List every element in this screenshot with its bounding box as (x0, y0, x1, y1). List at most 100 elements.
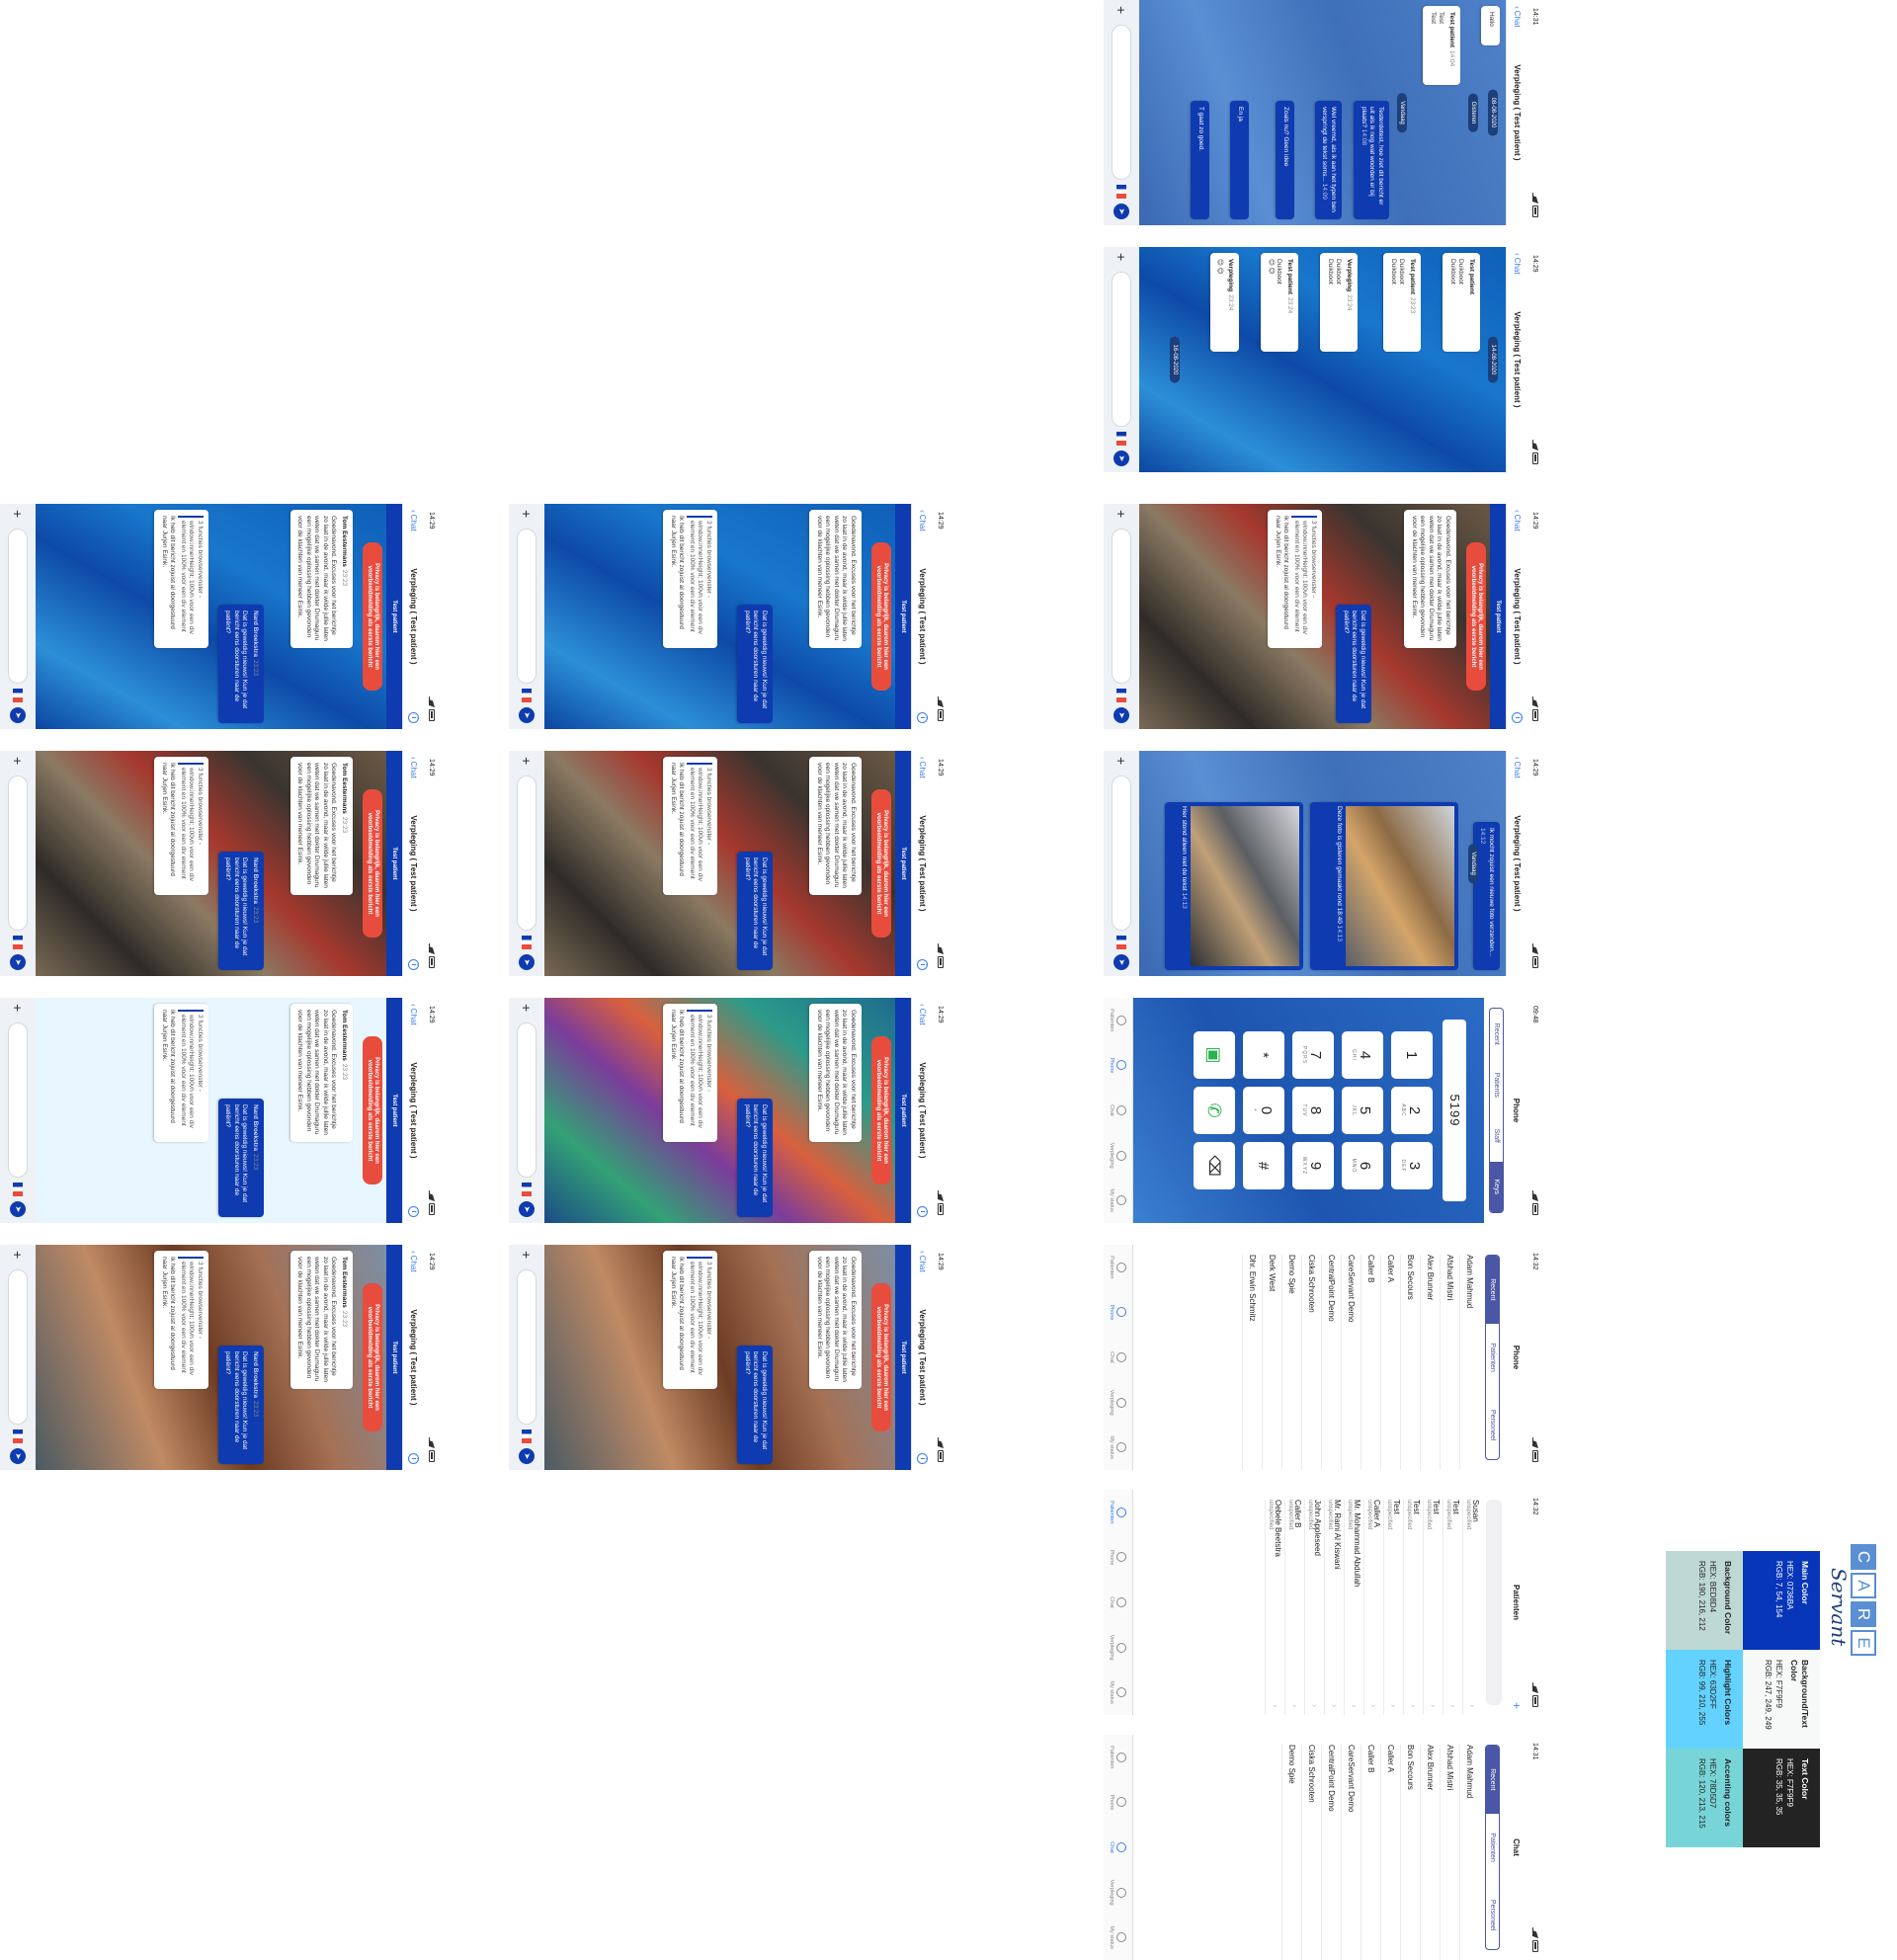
back-button[interactable]: ‹ Chat (918, 1251, 927, 1272)
segment-recent[interactable]: Recent (1493, 1022, 1500, 1045)
send-button[interactable]: ➤ (1113, 954, 1129, 970)
tab-chat[interactable]: Chat (1104, 1825, 1132, 1870)
add-attachment-button[interactable]: + (1113, 510, 1129, 519)
chat-body[interactable]: Privacy is belangrijk, daarom hier een v… (36, 504, 386, 729)
list-item[interactable]: Caller A (1380, 1745, 1400, 1960)
chat-body[interactable]: Ik mocht zojuist een nieuwe foto verzend… (1139, 751, 1506, 976)
language-flag-icon[interactable] (1116, 432, 1126, 446)
message-input[interactable] (517, 529, 536, 684)
photo-message[interactable]: Deze foto is gisteren gemaakt rond 18:40… (1310, 802, 1458, 970)
tab-phone[interactable]: Phone (1104, 1290, 1132, 1336)
send-button[interactable]: ➤ (519, 1201, 535, 1217)
info-icon[interactable]: i (408, 959, 419, 970)
language-flag-icon[interactable] (1116, 185, 1126, 199)
back-button[interactable]: ‹ Chat (409, 757, 418, 778)
chat-body[interactable]: Privacy is belangrijk, daarom hier een v… (544, 1245, 895, 1470)
info-icon[interactable]: i (408, 1206, 419, 1217)
chat-body[interactable]: Privacy is belangrijk, daarom hier een v… (544, 751, 895, 976)
info-icon[interactable]: i (917, 712, 928, 723)
send-button[interactable]: ➤ (1113, 707, 1129, 723)
call-button[interactable]: ✆ (1194, 1087, 1235, 1134)
list-item[interactable]: CareServant Demo (1341, 1255, 1361, 1470)
message-input[interactable] (1112, 272, 1131, 427)
chat-body[interactable]: Privacy is belangrijk, daarom hier een v… (544, 504, 895, 729)
add-patient-button[interactable]: + (1510, 1701, 1524, 1709)
message-input[interactable] (8, 1022, 28, 1178)
key-6[interactable]: 6 MNO (1342, 1142, 1383, 1189)
segment-recent[interactable]: Recent (1486, 1746, 1499, 1814)
segment-patients[interactable]: Patients (1493, 1072, 1500, 1098)
add-attachment-button[interactable]: + (1113, 757, 1129, 766)
key-1[interactable]: 1 (1391, 1031, 1433, 1079)
list-item[interactable]: Test unspecified › (1383, 1500, 1403, 1715)
tab-chat[interactable]: Chat (1104, 1335, 1132, 1380)
back-button[interactable]: ‹ Chat (1513, 253, 1522, 275)
add-attachment-button[interactable]: + (519, 510, 535, 519)
chat-body[interactable]: Hallo 08-08-2020 Gisteren Test patient14… (1139, 0, 1506, 225)
list-item[interactable]: Afshad Mistri (1440, 1745, 1459, 1960)
language-flag-icon[interactable] (13, 936, 23, 949)
tab-verpleging[interactable]: Verpleging (1104, 1870, 1132, 1916)
segment-patienten[interactable]: Patienten (1489, 1343, 1496, 1372)
key-5[interactable]: 5 JKL (1342, 1087, 1383, 1134)
send-button[interactable]: ➤ (519, 707, 535, 723)
chat-body[interactable]: 14-08-2020 Test patient Duikboot Duikboot… (1139, 247, 1506, 472)
message-input[interactable] (8, 529, 28, 684)
message-input[interactable] (517, 1022, 536, 1178)
send-button[interactable]: ➤ (1113, 204, 1129, 219)
tab-verpleging[interactable]: Verpleging (1104, 1380, 1132, 1426)
language-flag-icon[interactable] (522, 1429, 532, 1443)
back-button[interactable]: ‹ Chat (1513, 510, 1522, 531)
add-attachment-button[interactable]: + (10, 1004, 26, 1013)
chat-body[interactable]: Privacy is belangrijk, daarom hier een v… (1139, 504, 1490, 729)
key-7[interactable]: 7 PQRS (1292, 1031, 1334, 1079)
tab-verpleging[interactable]: Verpleging (1104, 1133, 1132, 1179)
list-item[interactable]: Caller A (1380, 1255, 1400, 1470)
tab-patienten[interactable]: Patienten (1104, 1490, 1132, 1535)
language-flag-icon[interactable] (1116, 936, 1126, 949)
key-8[interactable]: 8 TUV (1292, 1087, 1334, 1134)
send-button[interactable]: ➤ (519, 954, 535, 970)
list-item[interactable]: Ciska Schrooten (1301, 1745, 1321, 1960)
key-0[interactable]: 0 + (1243, 1087, 1284, 1134)
message-input[interactable] (8, 1269, 28, 1425)
tab-chat[interactable]: Chat (1104, 1088, 1132, 1133)
list-item[interactable]: Demo Spie (1281, 1255, 1301, 1470)
list-item[interactable]: Caller B (1361, 1255, 1380, 1470)
message-input[interactable] (1112, 529, 1131, 684)
add-attachment-button[interactable]: + (519, 1004, 535, 1013)
tab-phone[interactable]: Phone (1104, 1780, 1132, 1826)
dial-number-display[interactable]: 5199 (1443, 1020, 1466, 1201)
segment-patienten[interactable]: Patienten (1489, 1833, 1496, 1862)
info-icon[interactable]: i (1512, 712, 1523, 723)
back-button[interactable]: ‹ Chat (409, 1004, 418, 1025)
list-item[interactable]: Demo Spie (1281, 1745, 1301, 1960)
tab-patienten[interactable]: Patienten (1104, 1735, 1132, 1780)
photo-thumbnail[interactable] (1346, 806, 1454, 966)
tab-verpleging[interactable]: Verpleging (1104, 1625, 1132, 1671)
message-input[interactable] (8, 776, 28, 931)
back-button[interactable]: ‹ Chat (918, 1004, 927, 1025)
key-4[interactable]: 4 GHI (1342, 1031, 1383, 1079)
list-item[interactable]: John Appleseed unspecified › (1304, 1500, 1324, 1715)
info-icon[interactable]: i (408, 1453, 419, 1464)
back-button[interactable]: ‹ Chat (409, 1251, 418, 1272)
list-item[interactable]: Alex Brunner (1420, 1255, 1440, 1470)
list-item[interactable]: Dhr. Erwin Schmitz (1242, 1255, 1262, 1470)
message-input[interactable] (517, 1269, 536, 1425)
add-attachment-button[interactable]: + (519, 757, 535, 766)
list-item[interactable]: Mr. Mohammad Abdullah unspecified › (1344, 1500, 1363, 1715)
language-flag-icon[interactable] (13, 1183, 23, 1196)
list-item[interactable]: Test unspecified › (1403, 1500, 1423, 1715)
list-item[interactable]: Caller B (1361, 1745, 1380, 1960)
add-attachment-button[interactable]: + (519, 1251, 535, 1260)
key-3[interactable]: 3 DEF (1391, 1142, 1433, 1189)
info-icon[interactable]: i (917, 959, 928, 970)
segment-keys[interactable]: Keys (1490, 1161, 1503, 1212)
list-item[interactable]: Afshad Mistri (1440, 1255, 1459, 1470)
language-flag-icon[interactable] (522, 1183, 532, 1196)
info-icon[interactable]: i (917, 1453, 928, 1464)
list-item[interactable]: Bon Secours (1400, 1255, 1420, 1470)
back-button[interactable]: ‹ Chat (918, 510, 927, 531)
